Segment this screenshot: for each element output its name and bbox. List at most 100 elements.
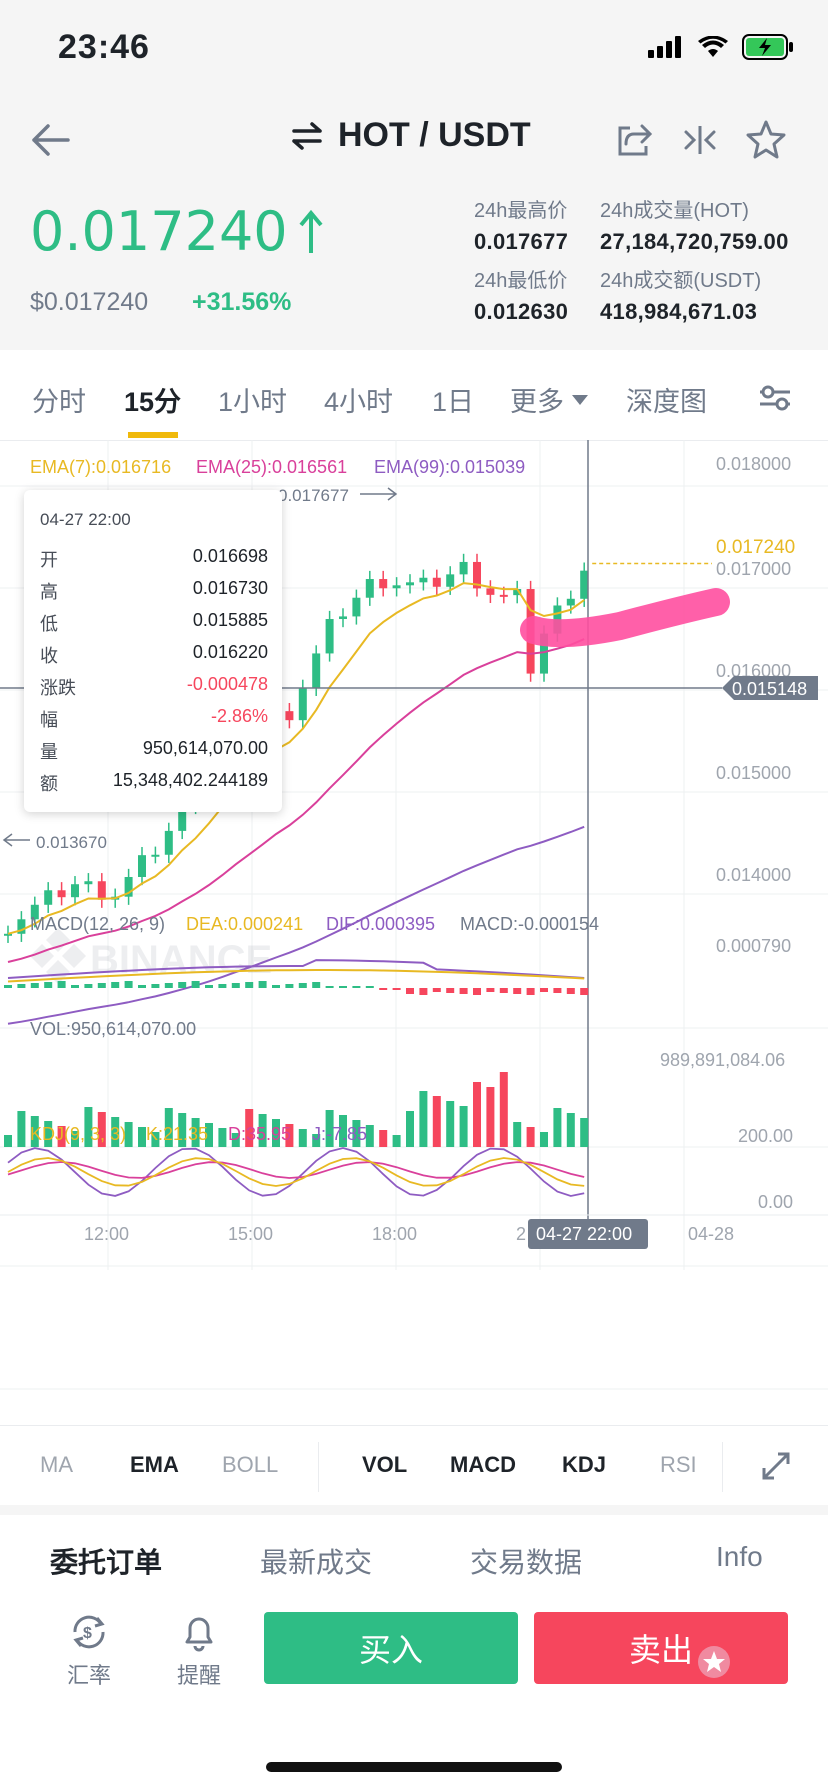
macd-bar — [473, 988, 481, 995]
toggle-kdj[interactable]: KDJ — [562, 1452, 607, 1477]
swap-icon — [292, 121, 322, 150]
kdj-k-line — [7, 1157, 585, 1187]
toggle-rsi[interactable]: RSI — [660, 1452, 697, 1477]
macd-bar — [312, 982, 321, 988]
macd-bar — [486, 988, 495, 992]
toggle-ema[interactable]: EMA — [130, 1452, 179, 1477]
macd-bar — [258, 981, 267, 988]
kdj-d-line — [7, 1161, 585, 1179]
macd-value-label: MACD:-0.000154 — [460, 914, 599, 934]
volume-bar — [44, 1121, 53, 1147]
crosshair-price: 0.015148 — [732, 679, 807, 699]
candle-body — [84, 881, 93, 885]
volume-bar — [111, 1117, 120, 1147]
tab-depth[interactable]: 深度图 — [626, 387, 707, 417]
tab-trade-data[interactable]: 交易数据 — [470, 1547, 583, 1578]
price-alert-button[interactable]: 提醒 — [164, 1610, 234, 1690]
candle-body — [540, 633, 548, 674]
volume-bar — [513, 1122, 522, 1147]
tab-4h[interactable]: 4小时 — [324, 387, 394, 417]
tab-info[interactable]: Info — [716, 1541, 763, 1572]
stat-label: 24h成交额(USDT) — [600, 270, 762, 292]
toggle-macd[interactable]: MACD — [450, 1452, 516, 1477]
tooltip-key: 收 — [40, 646, 58, 666]
stat-24h-low: 24h最低价 0.012630 — [474, 264, 568, 325]
tab-1d[interactable]: 1日 — [432, 387, 475, 417]
exchange-rate-icon: $ — [73, 1615, 105, 1649]
status-time: 23:46 — [58, 28, 150, 66]
stat-label: 24h最低价 — [474, 270, 568, 292]
buy-button[interactable]: 买入 — [264, 1612, 518, 1684]
macd-dea-line — [7, 969, 585, 983]
volume-bar — [4, 1135, 12, 1147]
toggle-boll[interactable]: BOLL — [222, 1452, 279, 1477]
tab-open-orders[interactable]: 委托订单 — [50, 1547, 163, 1578]
exchange-rate-button[interactable]: $ 汇率 — [54, 1610, 124, 1690]
candle-body — [138, 855, 146, 878]
volume-bar — [392, 1135, 401, 1147]
macd-bar — [566, 988, 575, 994]
tooltip-key: 额 — [40, 774, 58, 794]
favorite-star-icon[interactable] — [744, 118, 788, 162]
volume-bar — [419, 1091, 428, 1147]
section-gap — [0, 1505, 828, 1515]
tab-timeline[interactable]: 分时 — [32, 387, 86, 417]
kdj-j-label: J:-7.85 — [312, 1124, 367, 1144]
tooltip-key: 低 — [40, 614, 58, 634]
tooltip-value: -2.86% — [210, 706, 268, 726]
tab-more[interactable]: 更多 — [510, 380, 588, 419]
pair-selector[interactable]: HOT / USDT — [290, 116, 531, 155]
time-axis-label: 18:00 — [372, 1224, 417, 1244]
price-axis-label: 0.014000 — [716, 865, 791, 885]
macd-bar — [151, 984, 160, 988]
macd-bar — [57, 981, 66, 988]
candle-body — [473, 561, 481, 589]
volume-bar — [231, 1133, 240, 1147]
macd-bar — [419, 988, 428, 995]
tab-more-label: 更多 — [510, 387, 564, 417]
time-axis-label: 12:00 — [84, 1224, 129, 1244]
ema25-line — [7, 638, 585, 963]
tab-recent-trades[interactable]: 最新成交 — [260, 1547, 373, 1578]
kdj-axis-bottom: 0.00 — [758, 1192, 793, 1212]
indicator-toggle-bar: MA EMA BOLL VOL MACD KDJ RSI — [0, 1425, 828, 1505]
ema25-label: EMA(25):0.016561 — [196, 457, 347, 477]
macd-bar — [205, 985, 213, 988]
candle-body — [71, 884, 79, 898]
price-axis-label: 0.015000 — [716, 763, 791, 783]
stat-label: 24h成交量(HOT) — [600, 200, 749, 222]
candle-body — [4, 933, 12, 936]
change-percent: +31.56% — [192, 288, 292, 316]
sell-button[interactable]: 卖出 — [534, 1612, 788, 1684]
tab-1h[interactable]: 1小时 — [218, 387, 288, 417]
share-icon[interactable] — [612, 118, 656, 162]
stat-value: 27,184,720,759.00 — [600, 229, 789, 254]
stat-value: 0.017677 — [474, 229, 569, 254]
chart-mode-icon[interactable] — [678, 118, 722, 162]
vol-axis-label: 989,891,084.06 — [660, 1050, 785, 1070]
volume-bar — [580, 1118, 589, 1147]
candle-body — [392, 585, 401, 589]
macd-bar — [178, 982, 187, 988]
candle-body — [178, 805, 187, 831]
volume-bar — [379, 1130, 388, 1147]
volume-bar — [566, 1113, 575, 1147]
fullscreen-icon[interactable] — [760, 1450, 792, 1482]
macd-dif-label: DIF:0.000395 — [326, 914, 435, 934]
macd-bar — [17, 984, 26, 988]
active-tab-indicator — [128, 432, 178, 438]
macd-bar — [406, 988, 414, 994]
toggle-vol[interactable]: VOL — [362, 1452, 408, 1477]
tab-15m[interactable]: 15分 — [124, 387, 182, 417]
back-arrow-icon[interactable] — [28, 118, 74, 162]
crosshair-price-tag-bg — [722, 676, 818, 700]
candle-body — [446, 574, 455, 587]
chart-settings-icon[interactable] — [758, 384, 792, 412]
macd-params-label: MACD(12, 26, 9) — [30, 914, 165, 934]
toggle-ma[interactable]: MA — [40, 1452, 73, 1477]
tooltip-row-volume: 量 950,614,070.00 — [40, 738, 268, 764]
candle-body — [580, 570, 589, 599]
interval-tabs: 分时 15分 1小时 4小时 1日 更多 深度图 — [0, 350, 828, 440]
macd-bar — [432, 988, 441, 992]
candle-body — [57, 890, 66, 898]
